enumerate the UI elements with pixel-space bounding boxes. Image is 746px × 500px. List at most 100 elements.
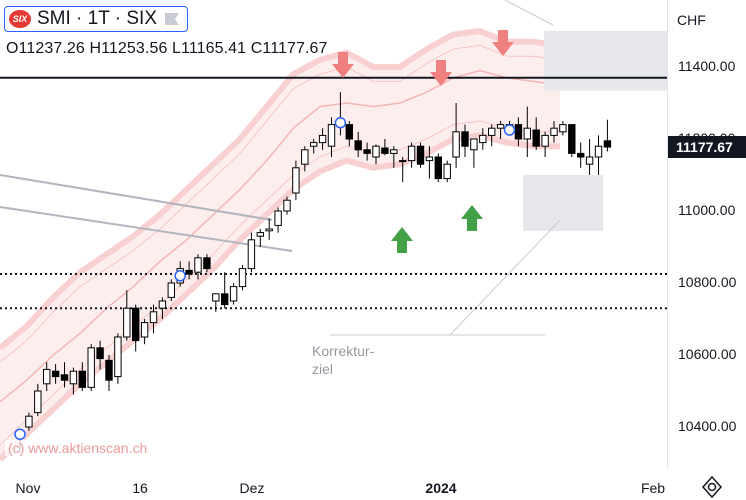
time-axis[interactable]	[0, 468, 667, 498]
projection-line-top	[504, 0, 554, 26]
x-tick-label: 16	[132, 480, 148, 496]
flag-icon[interactable]	[163, 11, 181, 27]
candle-body	[51, 370, 60, 378]
projection-line	[449, 219, 561, 336]
candle-body	[381, 147, 389, 154]
x-tick-label: Dez	[239, 480, 265, 496]
candle-body	[96, 347, 104, 360]
candle-body	[78, 370, 86, 388]
candle-body	[354, 140, 362, 151]
channel-upper-line	[0, 28, 561, 351]
candle-body	[247, 239, 256, 270]
candle-body	[434, 156, 443, 180]
open-value: 11237.26	[18, 40, 85, 57]
settings-icon[interactable]	[699, 474, 725, 500]
candle-body	[229, 286, 238, 302]
target-zone	[523, 175, 603, 231]
channel-inner-upper-line	[0, 44, 561, 363]
low-value: 11165.41	[181, 40, 247, 57]
event-marker-icon	[503, 124, 516, 136]
candle-body	[274, 210, 282, 226]
candle-body	[158, 300, 167, 309]
candle-body	[43, 368, 51, 385]
candle-body	[443, 163, 451, 180]
candle-body	[416, 145, 425, 165]
candle-body	[105, 359, 113, 381]
last-price-tag: 11177.67	[668, 136, 746, 158]
arrow-down-icon	[430, 60, 452, 86]
low-label: L	[172, 40, 182, 57]
price-axis[interactable]	[667, 0, 746, 468]
symbol-selector[interactable]: SIX SMI · 1T · SIX	[4, 6, 189, 32]
candle-body	[425, 156, 434, 162]
x-tick-label: 2024	[425, 480, 457, 496]
candle-body	[265, 228, 273, 232]
candle-body	[203, 257, 211, 270]
candle-body	[149, 311, 158, 324]
y-tick-label: 10400.00	[678, 418, 737, 434]
y-tick-label: 10600.00	[678, 346, 737, 362]
y-tick-label: 11400.00	[678, 58, 736, 74]
candle-body	[541, 134, 549, 147]
candle-body	[603, 140, 612, 148]
candle-body	[194, 257, 202, 273]
candle-body	[345, 124, 354, 140]
candle-body	[399, 160, 407, 163]
candle-body	[577, 152, 585, 158]
event-marker-icon	[14, 428, 26, 440]
candle-body	[212, 293, 220, 302]
watermark: (c) www.aktienscan.ch	[5, 440, 151, 456]
candle-body	[221, 293, 229, 306]
candle-body	[470, 138, 478, 151]
symbol-title: SMI · 1T · SIX	[37, 8, 158, 29]
candle-body	[407, 145, 416, 162]
channel-band-fill	[0, 31, 560, 460]
candle-body	[363, 149, 371, 154]
candle-body	[87, 347, 95, 388]
candle-body	[390, 149, 398, 154]
arrow-down-icon	[492, 30, 514, 56]
trendline-upper	[0, 174, 273, 221]
correction-target-line1: Korrektur-	[312, 343, 375, 359]
candle-body	[532, 129, 540, 147]
close-label: C	[250, 40, 263, 57]
trendline-lower	[0, 206, 293, 252]
candle-body	[327, 124, 336, 147]
y-tick-label: 11000.00	[678, 202, 736, 218]
candle-body	[514, 124, 523, 140]
candle-body	[69, 370, 78, 385]
candle-body	[283, 199, 291, 212]
high-value: 11253.56	[101, 40, 168, 57]
candle-body	[132, 307, 140, 342]
open-label: O	[6, 40, 19, 57]
candle-body	[461, 131, 469, 147]
candle-body	[594, 145, 603, 158]
high-label: H	[89, 40, 102, 57]
close-value: 11177.67	[262, 40, 328, 57]
arrow-up-icon	[391, 227, 413, 253]
candle-body	[523, 127, 531, 140]
event-marker-icon	[334, 117, 347, 129]
resistance-zone	[544, 31, 667, 91]
candle-body	[496, 124, 505, 129]
candlestick-chart	[0, 0, 667, 462]
x-tick-label: Nov	[15, 480, 41, 496]
candle-body	[292, 167, 300, 194]
arrow-down-icon	[332, 52, 354, 78]
arrow-up-icon	[461, 205, 483, 231]
x-tick-label: Feb	[640, 480, 666, 496]
candle-body	[310, 142, 318, 147]
candle-body	[559, 124, 567, 133]
channel-mid-line	[0, 69, 561, 403]
exchange-logo: SIX	[9, 10, 31, 28]
candle-body	[185, 269, 193, 275]
ohlc-legend: O11237.26 H11253.56 L11165.41 C11177.67	[6, 40, 328, 58]
currency-label[interactable]: CHF	[677, 12, 706, 28]
candle-body	[452, 131, 460, 158]
event-marker-icon	[174, 270, 186, 282]
correction-target-label: Korrektur- ziel	[312, 342, 392, 378]
candle-body	[301, 149, 309, 165]
candle-body	[140, 322, 149, 338]
chart-plot-area[interactable]	[0, 0, 667, 468]
candle-body	[238, 268, 247, 288]
